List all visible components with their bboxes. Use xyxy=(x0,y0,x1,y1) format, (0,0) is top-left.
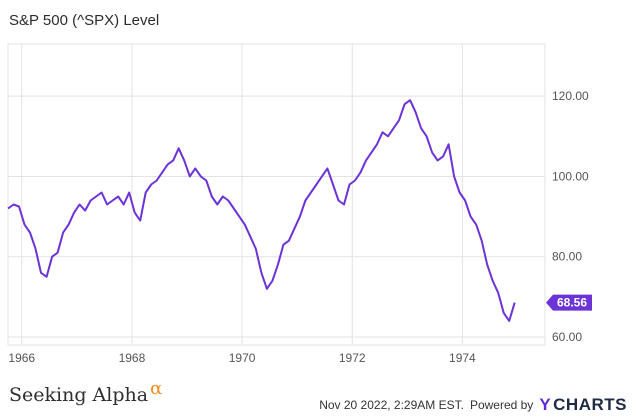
y-tick-label: 80.00 xyxy=(552,250,582,264)
ycharts-text: CHARTS xyxy=(553,395,627,414)
alpha-icon: α xyxy=(150,378,163,399)
x-tick-label: 1966 xyxy=(8,351,35,365)
timestamp: Nov 20 2022, 2:29AM EST. xyxy=(319,398,464,412)
y-axis: 60.00 80.00 100.00 120.00 xyxy=(552,89,589,344)
x-tick-label: 1972 xyxy=(339,351,366,365)
x-tick-label: 1974 xyxy=(449,351,476,365)
spx-series-line xyxy=(7,99,516,322)
chart-title: S&P 500 (^SPX) Level xyxy=(9,12,160,29)
x-tick-label: 1968 xyxy=(119,351,146,365)
last-value-label: 68.56 xyxy=(546,294,592,311)
x-axis: 1966 1968 1970 1972 1974 xyxy=(8,351,476,365)
y-tick-label: 120.00 xyxy=(552,89,589,103)
brand-name: Seeking Alpha xyxy=(9,384,149,406)
y-tick-label: 100.00 xyxy=(552,169,589,183)
ycharts-logo[interactable]: Y CHARTS xyxy=(539,395,627,415)
plot-frame xyxy=(7,43,546,346)
chart-plot-area xyxy=(7,99,516,322)
seeking-alpha-logo[interactable]: Seeking Alpha α xyxy=(9,378,162,406)
x-tick-label: 1970 xyxy=(229,351,256,365)
line-chart: 1966 1968 1970 1972 1974 60.00 80.00 100.00 120… xyxy=(7,43,592,365)
ycharts-y-icon: Y xyxy=(539,395,552,414)
last-value-badge xyxy=(546,294,592,311)
chart-grid xyxy=(7,43,546,346)
last-value-text: 68.56 xyxy=(557,296,587,310)
y-tick-label: 60.00 xyxy=(552,330,582,344)
attribution: Nov 20 2022, 2:29AM EST. Powered by Y CH… xyxy=(319,395,627,415)
powered-by-text: Powered by xyxy=(469,398,534,412)
